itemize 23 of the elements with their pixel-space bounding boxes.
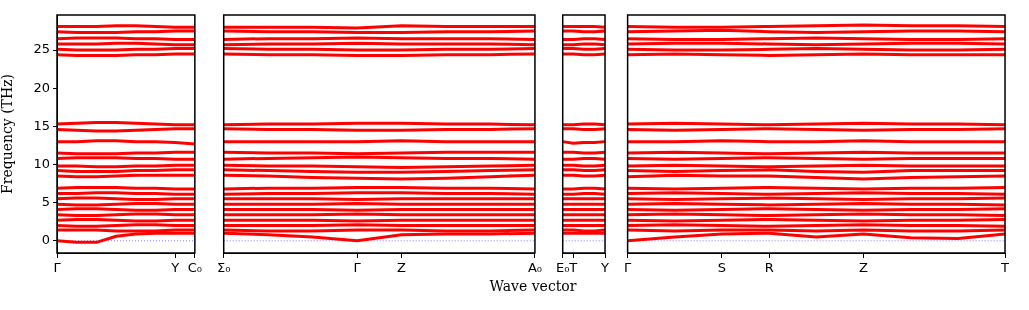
x-tick-label: T [1000, 260, 1010, 276]
x-tick-label: A₀ [527, 260, 542, 276]
y-tick-label: 20 [33, 79, 50, 95]
y-tick-label: 15 [33, 117, 50, 133]
x-tick-label: Γ [353, 260, 362, 276]
x-tick-label: Σ₀ [216, 260, 231, 276]
x-tick-label: S [717, 260, 727, 276]
x-tick-label: Γ [53, 260, 62, 276]
x-tick-label: T [568, 260, 578, 276]
y-tick-label: 5 [41, 194, 50, 210]
y-axis-title: Frequency (THz) [0, 73, 16, 195]
x-tick-label: Γ [624, 260, 632, 276]
x-tick-label: Z [397, 260, 407, 276]
x-tick-label: Y [600, 260, 610, 276]
x-tick-label: C₀ [187, 260, 202, 276]
x-tick-label: Z [859, 260, 869, 276]
y-tick-label: 25 [33, 41, 50, 57]
x-axis-title: Wave vector [489, 278, 577, 294]
x-tick-label: Y [170, 260, 180, 276]
x-tick-label: R [764, 260, 774, 276]
y-tick-label: 0 [41, 232, 50, 248]
y-tick-label: 10 [33, 155, 50, 171]
x-tick-label: E₀ [555, 260, 570, 276]
